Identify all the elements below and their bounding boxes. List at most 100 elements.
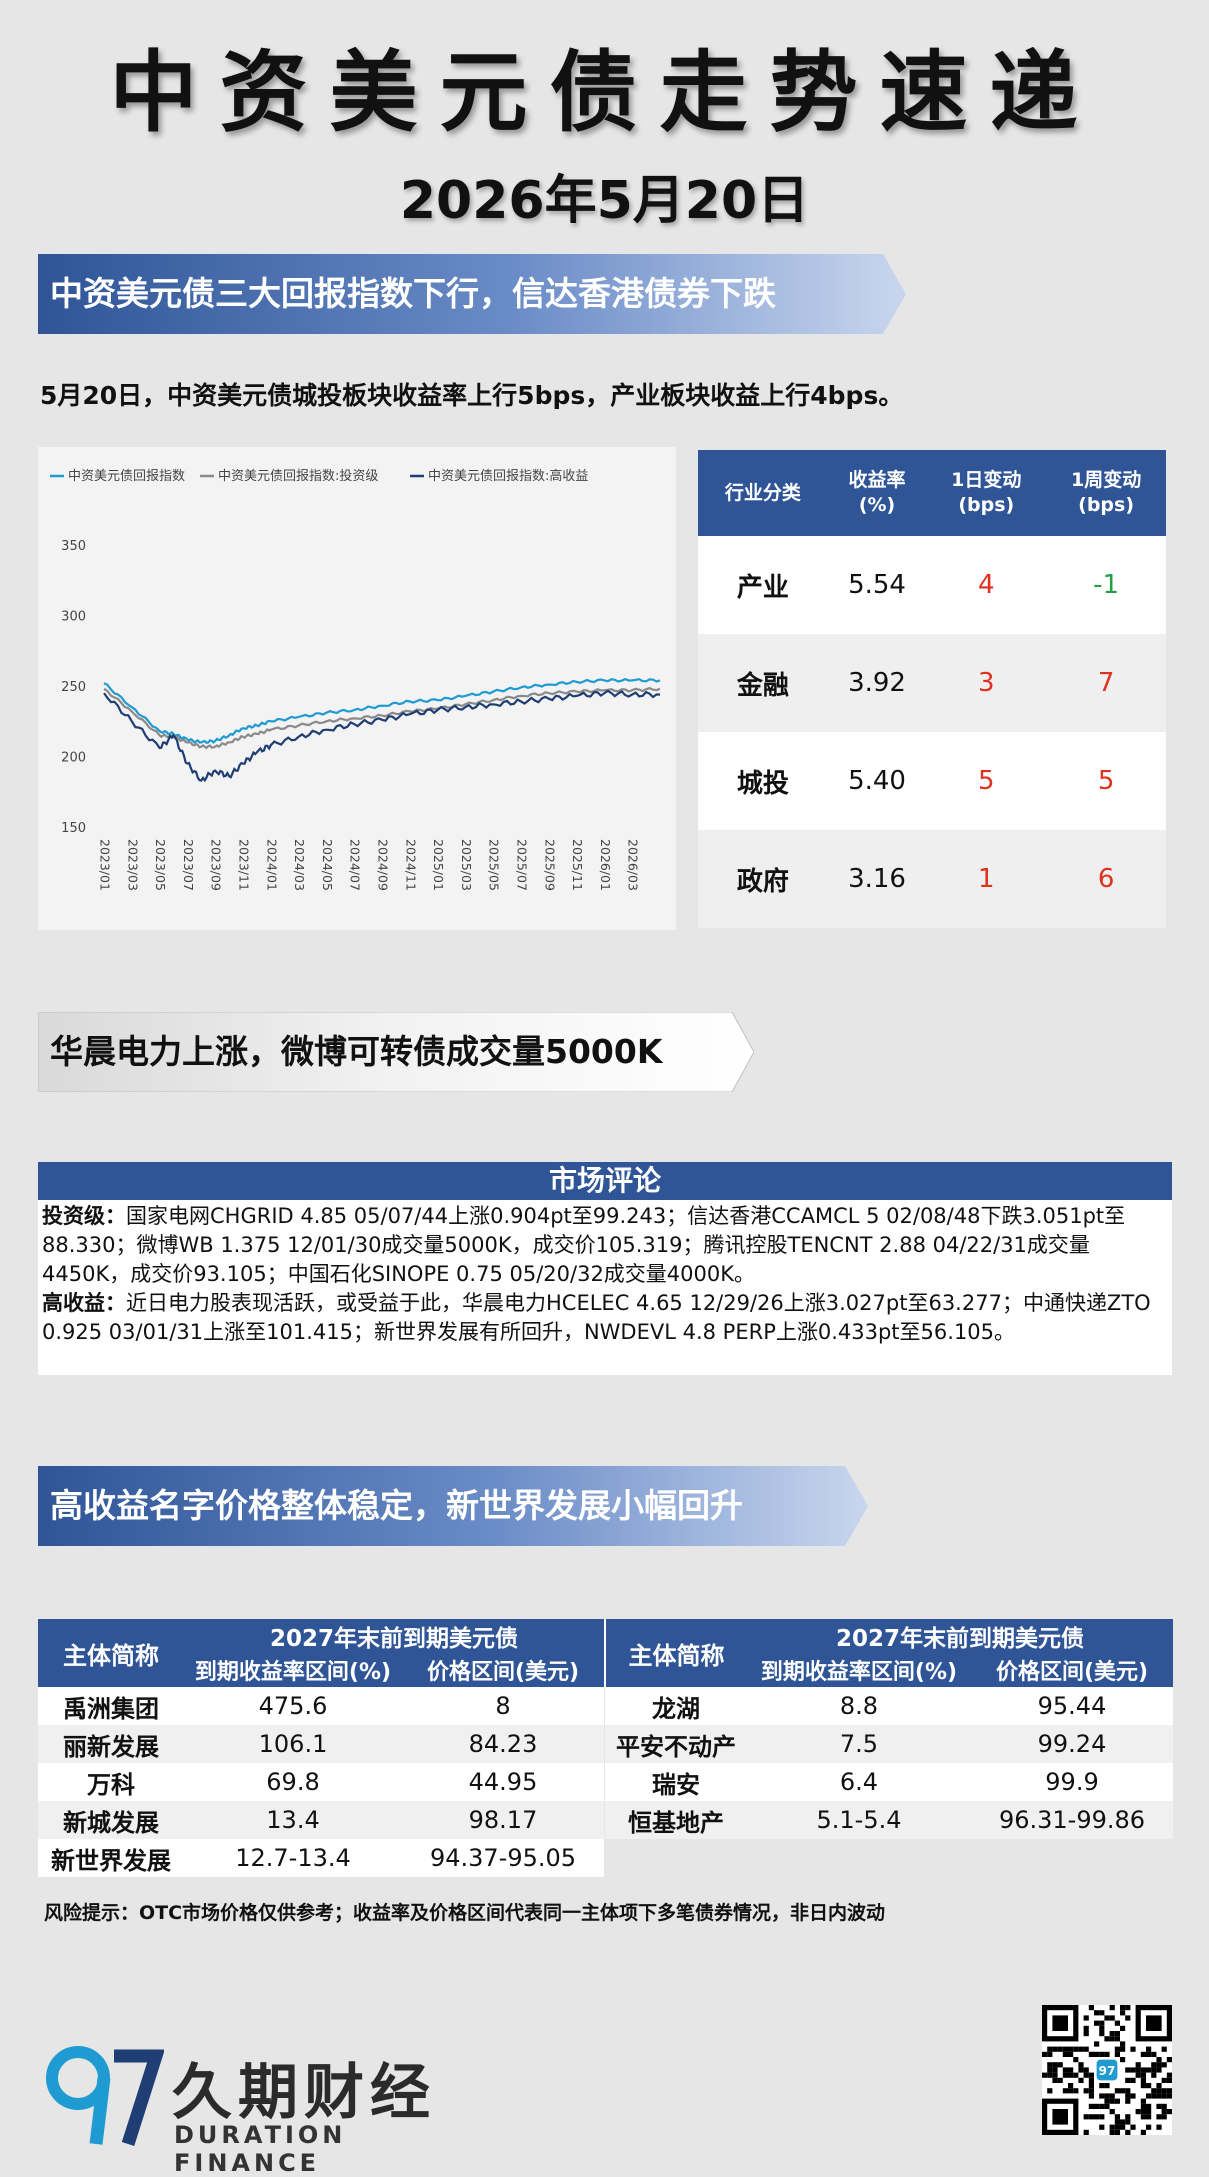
bond-price: 8: [402, 1687, 605, 1725]
bond-table-left: 主体简称 2027年末前到期美元债 到期收益率区间(%) 价格区间(美元) 禹洲…: [38, 1619, 605, 1877]
section1-title: 中资美元债三大回报指数下行，信达香港债券下跌: [50, 274, 776, 313]
sector-col-header: 1周变动 (bps): [1046, 450, 1166, 536]
x-tick-label: 2025/11: [570, 839, 585, 891]
series-line: [103, 677, 661, 745]
qr-code[interactable]: 97: [1042, 2005, 1172, 2135]
sector-yield: 3.92: [827, 634, 927, 732]
report-date: 2026年5月20日: [399, 171, 810, 231]
y-tick-label: 350: [61, 539, 86, 554]
table-row: 瑞安 6.4 99.9: [605, 1763, 1174, 1801]
table-row: 产业 5.54 4 -1: [698, 536, 1166, 634]
x-tick-label: 2023/11: [237, 839, 252, 891]
x-tick-label: 2026/03: [626, 839, 641, 891]
x-tick-label: 2025/01: [431, 839, 446, 891]
bond-yield: 7.5: [747, 1725, 971, 1763]
hy-label: 高收益：: [42, 1291, 126, 1315]
y-tick-label: 250: [61, 680, 86, 695]
qr-center-mark: 97: [1099, 2064, 1116, 2078]
bond-yield: 106.1: [184, 1725, 402, 1763]
table-row: 禹洲集团 475.6 8: [38, 1687, 605, 1725]
market-commentary: 市场评论 投资级：国家电网CHGRID 4.85 05/07/44上涨0.904…: [38, 1162, 1172, 1375]
bond-yield: 12.7-13.4: [184, 1839, 402, 1877]
table-row: [605, 1839, 1174, 1877]
sector-col-header: 行业分类: [698, 450, 828, 536]
x-tick-label: 2023/09: [209, 839, 224, 891]
x-tick-label: 2024/03: [292, 839, 307, 891]
bond-issuer: [605, 1839, 747, 1877]
bond-yield: [747, 1839, 971, 1877]
y-tick-label: 150: [61, 821, 86, 836]
sector-yield: 3.16: [827, 830, 927, 928]
chart-svg: 中资美元债回报指数 中资美元债回报指数:投资级 中资美元债回报指数:高收益 350 30…: [50, 468, 661, 891]
risk-note: 风险提示：OTC市场价格仅供参考；收益率及价格区间代表同一主体项下多笔债券情况，…: [44, 1902, 886, 1924]
x-tick-label: 2025/09: [542, 839, 557, 891]
x-tick-label: 2024/11: [403, 839, 418, 891]
x-tick-label: 2023/07: [181, 839, 196, 891]
x-tick-label: 2025/05: [487, 839, 502, 891]
x-tick-label: 2024/05: [320, 839, 335, 891]
bond-issuer: 龙湖: [605, 1687, 747, 1725]
sector-yield: 5.54: [827, 536, 927, 634]
bond-price: 95.44: [971, 1687, 1174, 1725]
bond-price: 94.37-95.05: [402, 1839, 605, 1877]
sector-1d-change: 5: [926, 732, 1047, 830]
bond-yield: 8.8: [747, 1687, 971, 1725]
commentary-ig: 投资级：国家电网CHGRID 4.85 05/07/44上涨0.904pt至99…: [42, 1202, 1166, 1289]
bond-price: 99.9: [971, 1763, 1174, 1801]
table-row: 城投 5.40 5 5: [698, 732, 1166, 830]
bond-price: 44.95: [402, 1763, 605, 1801]
section3-title: 高收益名字价格整体稳定，新世界发展小幅回升: [50, 1486, 743, 1525]
bond-issuer: 万科: [38, 1763, 184, 1801]
sector-col-header: 收益率 (%): [827, 450, 927, 536]
table-row: 政府 3.16 1 6: [698, 830, 1166, 928]
series-line: [103, 686, 661, 750]
sector-name: 金融: [698, 634, 828, 732]
table-row: 金融 3.92 3 7: [698, 634, 1166, 732]
x-tick-label: 2023/01: [98, 839, 113, 891]
col-price: 价格区间(美元): [402, 1653, 605, 1687]
section2-title: 华晨电力上涨，微博可转债成交量5000K: [50, 1032, 663, 1071]
bond-yield: 69.8: [184, 1763, 402, 1801]
x-tick-label: 2024/01: [264, 839, 279, 891]
table-row: 平安不动产 7.5 99.24: [605, 1725, 1174, 1763]
x-tick-label: 2025/07: [515, 839, 530, 891]
section2-banner: 华晨电力上涨，微博可转债成交量5000K: [38, 1012, 754, 1092]
col-group: 2027年末前到期美元债: [184, 1619, 605, 1653]
table-row: 恒基地产 5.1-5.4 96.31-99.86: [605, 1801, 1174, 1839]
sector-1w-change: 7: [1046, 634, 1166, 732]
bond-issuer: 新城发展: [38, 1801, 184, 1839]
commentary-hy: 高收益：近日电力股表现活跃，或受益于此，华晨电力HCELEC 4.65 12/2…: [42, 1289, 1166, 1347]
col-yield: 到期收益率区间(%): [747, 1653, 971, 1687]
commentary-body: 投资级：国家电网CHGRID 4.85 05/07/44上涨0.904pt至99…: [38, 1200, 1172, 1347]
page-title: 中资美元债走势速递: [109, 41, 1100, 144]
x-tick-label: 2026/01: [598, 839, 613, 891]
banner-arrow-shape: [38, 1012, 754, 1092]
table-row: 龙湖 8.8 95.44: [605, 1687, 1174, 1725]
bond-issuer: 恒基地产: [605, 1801, 747, 1839]
hy-text: 近日电力股表现活跃，或受益于此，华晨电力HCELEC 4.65 12/29/26…: [42, 1291, 1151, 1344]
bond-issuer: 新世界发展: [38, 1839, 184, 1877]
legend-label: 中资美元债回报指数: [68, 469, 185, 484]
sector-1w-change: -1: [1046, 536, 1166, 634]
y-tick-label: 200: [61, 751, 86, 766]
bond-issuer: 瑞安: [605, 1763, 747, 1801]
bond-issuer: 丽新发展: [38, 1725, 184, 1763]
logo-text-cn: 久期财经: [172, 2058, 436, 2128]
table-row: 万科 69.8 44.95: [38, 1763, 605, 1801]
sector-col-header: 1日变动 (bps): [926, 450, 1047, 536]
legend-label: 中资美元债回报指数:投资级: [218, 468, 378, 484]
y-tick-label: 300: [61, 610, 86, 625]
sector-1d-change: 1: [926, 830, 1047, 928]
bond-price: 99.24: [971, 1725, 1174, 1763]
sector-yield: 5.40: [827, 732, 927, 830]
x-tick-label: 2023/05: [153, 839, 168, 891]
col-yield: 到期收益率区间(%): [184, 1653, 402, 1687]
sector-name: 政府: [698, 830, 828, 928]
section3-banner: 高收益名字价格整体稳定，新世界发展小幅回升: [38, 1466, 868, 1546]
ig-text: 国家电网CHGRID 4.85 05/07/44上涨0.904pt至99.243…: [42, 1204, 1126, 1286]
summary-text: 5月20日，中资美元债城投板块收益率上行5bps，产业板块收益上行4bps。: [40, 381, 904, 410]
col-issuer: 主体简称: [604, 1619, 747, 1687]
x-tick-label: 2024/09: [376, 839, 391, 891]
sector-1w-change: 6: [1046, 830, 1166, 928]
bond-yield: 5.1-5.4: [747, 1801, 971, 1839]
